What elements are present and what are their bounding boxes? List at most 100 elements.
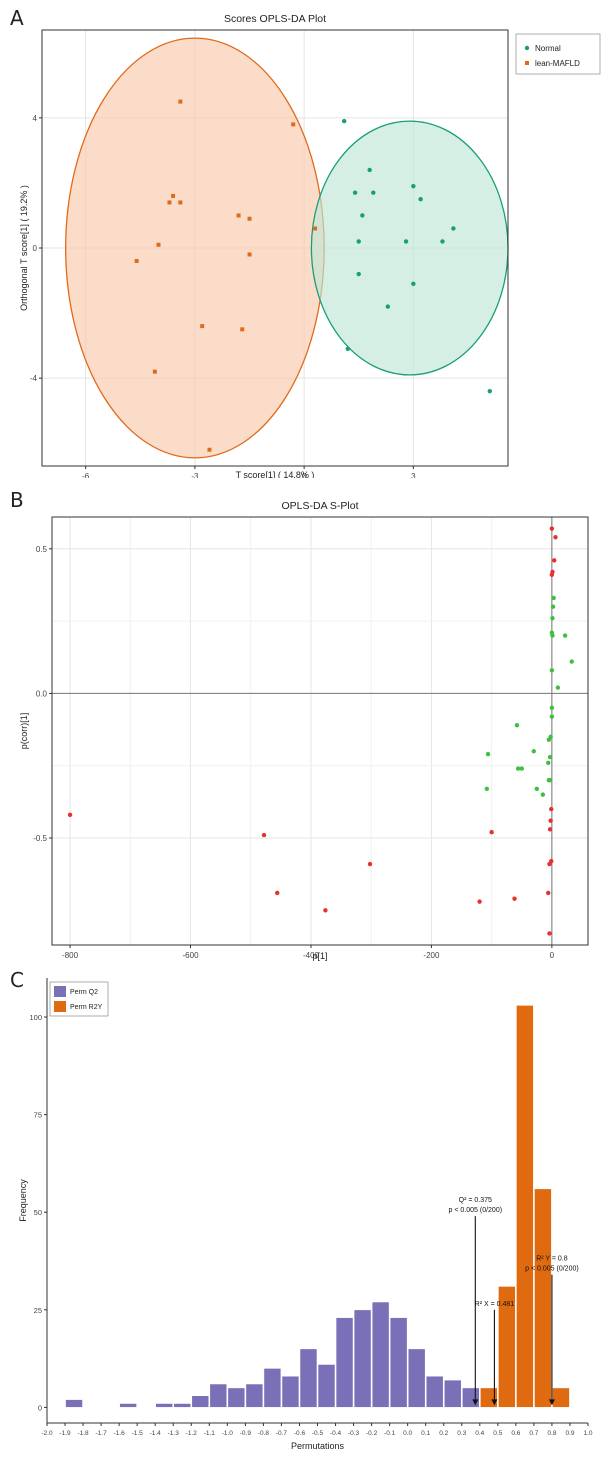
y-tick-label: 0 — [38, 1403, 42, 1412]
data-point-red — [547, 931, 552, 936]
y-tick-label: 0 — [33, 244, 38, 253]
data-point-normal — [403, 239, 409, 244]
histogram-bar-perm-r2y — [552, 1387, 570, 1408]
x-tick-label: 3 — [411, 472, 416, 478]
data-point-red — [323, 908, 328, 913]
data-point-red — [549, 858, 554, 864]
x-tick-label: -0.5 — [312, 1430, 324, 1437]
x-tick-label: -0.8 — [258, 1430, 270, 1437]
data-point-normal — [385, 304, 391, 309]
y-axis-label: p(corr)[1] — [19, 713, 29, 750]
data-point-green — [550, 633, 555, 638]
y-tick-label: -4 — [30, 374, 38, 383]
x-tick-label: 0 — [302, 472, 307, 478]
histogram-bar-perm-q2 — [119, 1403, 137, 1408]
annotation-text: p < 0.005 (0/200) — [449, 1207, 503, 1214]
data-point-normal — [440, 239, 445, 244]
x-tick-label: -0.1 — [384, 1430, 396, 1437]
data-point-green — [549, 668, 555, 673]
data-point-red — [67, 812, 73, 818]
histogram-bar-perm-q2 — [389, 1317, 408, 1408]
histogram-bar-perm-q2 — [353, 1309, 372, 1408]
panel-label-c: C — [10, 968, 24, 992]
x-tick-label: -1.4 — [150, 1430, 162, 1437]
y-tick-label: 50 — [34, 1208, 42, 1217]
x-tick-label: 0.1 — [421, 1430, 430, 1437]
histogram-bar-perm-q2 — [245, 1383, 264, 1408]
histogram-bar-perm-q2 — [65, 1399, 83, 1408]
data-point-red — [261, 832, 267, 838]
data-point-green — [485, 751, 491, 757]
x-tick-label: 0.2 — [439, 1430, 448, 1437]
data-point-red — [275, 890, 280, 896]
x-axis-label: Permutations — [291, 1441, 345, 1451]
data-point-green — [540, 792, 546, 797]
data-point-normal — [367, 167, 372, 173]
data-point-red — [549, 572, 555, 578]
annotation-arrow-head — [548, 1399, 555, 1406]
x-tick-label: -200 — [423, 951, 440, 960]
data-point-lean-mafld — [178, 200, 183, 205]
x-tick-label: -1.6 — [114, 1430, 126, 1437]
x-tick-label: -0.6 — [294, 1430, 306, 1437]
data-point-red — [547, 827, 553, 832]
data-point-green — [569, 659, 574, 664]
data-point-normal — [411, 281, 416, 286]
data-point-red — [549, 806, 554, 812]
y-tick-label: 100 — [29, 1013, 42, 1022]
data-point-lean-mafld — [134, 259, 139, 264]
x-tick-label: -0.7 — [276, 1430, 288, 1437]
plot-frame — [51, 516, 589, 946]
score-plot-panel: A -6 -3 0 3 -4 0 4 Scores OPLS-DA Plot T score[1… — [0, 0, 608, 478]
data-point-green — [550, 616, 555, 621]
annotation-arrow-head — [491, 1399, 498, 1406]
panel-label-b: B — [10, 488, 24, 512]
histogram-bar-perm-r2y — [498, 1286, 516, 1408]
x-tick-label: -1.1 — [204, 1430, 216, 1437]
y-axis-label: Frequency — [18, 1179, 28, 1222]
histogram-bar-perm-r2y — [534, 1188, 552, 1408]
x-tick-label: 0.0 — [403, 1430, 412, 1437]
s-plot-panel: B -800 -600 -400 -200 0 -0.5 0.0 0.5 OPLS-DA S-P… — [0, 482, 608, 962]
x-tick-label: 0.7 — [529, 1430, 538, 1437]
legend-swatch-perm-r2y — [54, 1001, 66, 1012]
y-tick-label: 4 — [33, 114, 38, 123]
y-axis-label: Orthogonal T score[1] ( 19.2% ) — [19, 185, 29, 311]
data-point-lean-mafld — [236, 213, 241, 218]
score-plot-chart: -6 -3 0 3 -4 0 4 Scores OPLS-DA Plot T score[1] … — [19, 13, 601, 478]
data-point-green — [519, 766, 524, 771]
data-point-normal — [352, 190, 358, 195]
x-axis-label: T score[1] ( 14.8% ) — [236, 470, 315, 478]
histogram-bar-perm-q2 — [317, 1364, 336, 1408]
data-point-lean-mafld — [156, 242, 161, 247]
data-point-normal — [356, 271, 361, 277]
x-tick-label: -1.0 — [222, 1430, 234, 1437]
histogram-bar-perm-q2 — [335, 1317, 354, 1408]
confidence-ellipse-lean-mafld — [65, 37, 325, 459]
data-point-normal — [360, 213, 365, 218]
s-plot-chart: -800 -600 -400 -200 0 -0.5 0.0 0.5 OPLS-DA S-Plo… — [19, 500, 589, 961]
x-tick-label: 0.3 — [457, 1430, 466, 1437]
histogram-bar-perm-q2 — [371, 1301, 390, 1408]
data-point-red — [546, 890, 551, 896]
histogram-bar-perm-q2 — [281, 1375, 300, 1408]
data-point-green — [546, 737, 552, 742]
legend-label-perm-q2: Perm Q2 — [70, 989, 98, 996]
x-tick-label: 0 — [550, 951, 555, 960]
data-point-green — [547, 754, 553, 760]
data-point-lean-mafld — [200, 324, 205, 329]
data-point-normal — [345, 346, 351, 352]
data-point-red — [552, 558, 557, 563]
legend-box — [515, 33, 601, 75]
data-point-normal — [411, 183, 416, 189]
x-tick-label: -600 — [183, 951, 200, 960]
x-tick-label: -2.0 — [41, 1430, 53, 1437]
data-point-green — [551, 595, 556, 601]
histogram-bar-perm-q2 — [299, 1348, 318, 1408]
x-tick-label: 1.0 — [583, 1430, 592, 1437]
x-tick-label: -1.9 — [59, 1430, 71, 1437]
data-point-green — [550, 604, 556, 609]
y-tick-label: -0.5 — [33, 834, 47, 843]
y-tick-label: 0.0 — [36, 689, 48, 698]
data-point-green — [515, 766, 521, 771]
